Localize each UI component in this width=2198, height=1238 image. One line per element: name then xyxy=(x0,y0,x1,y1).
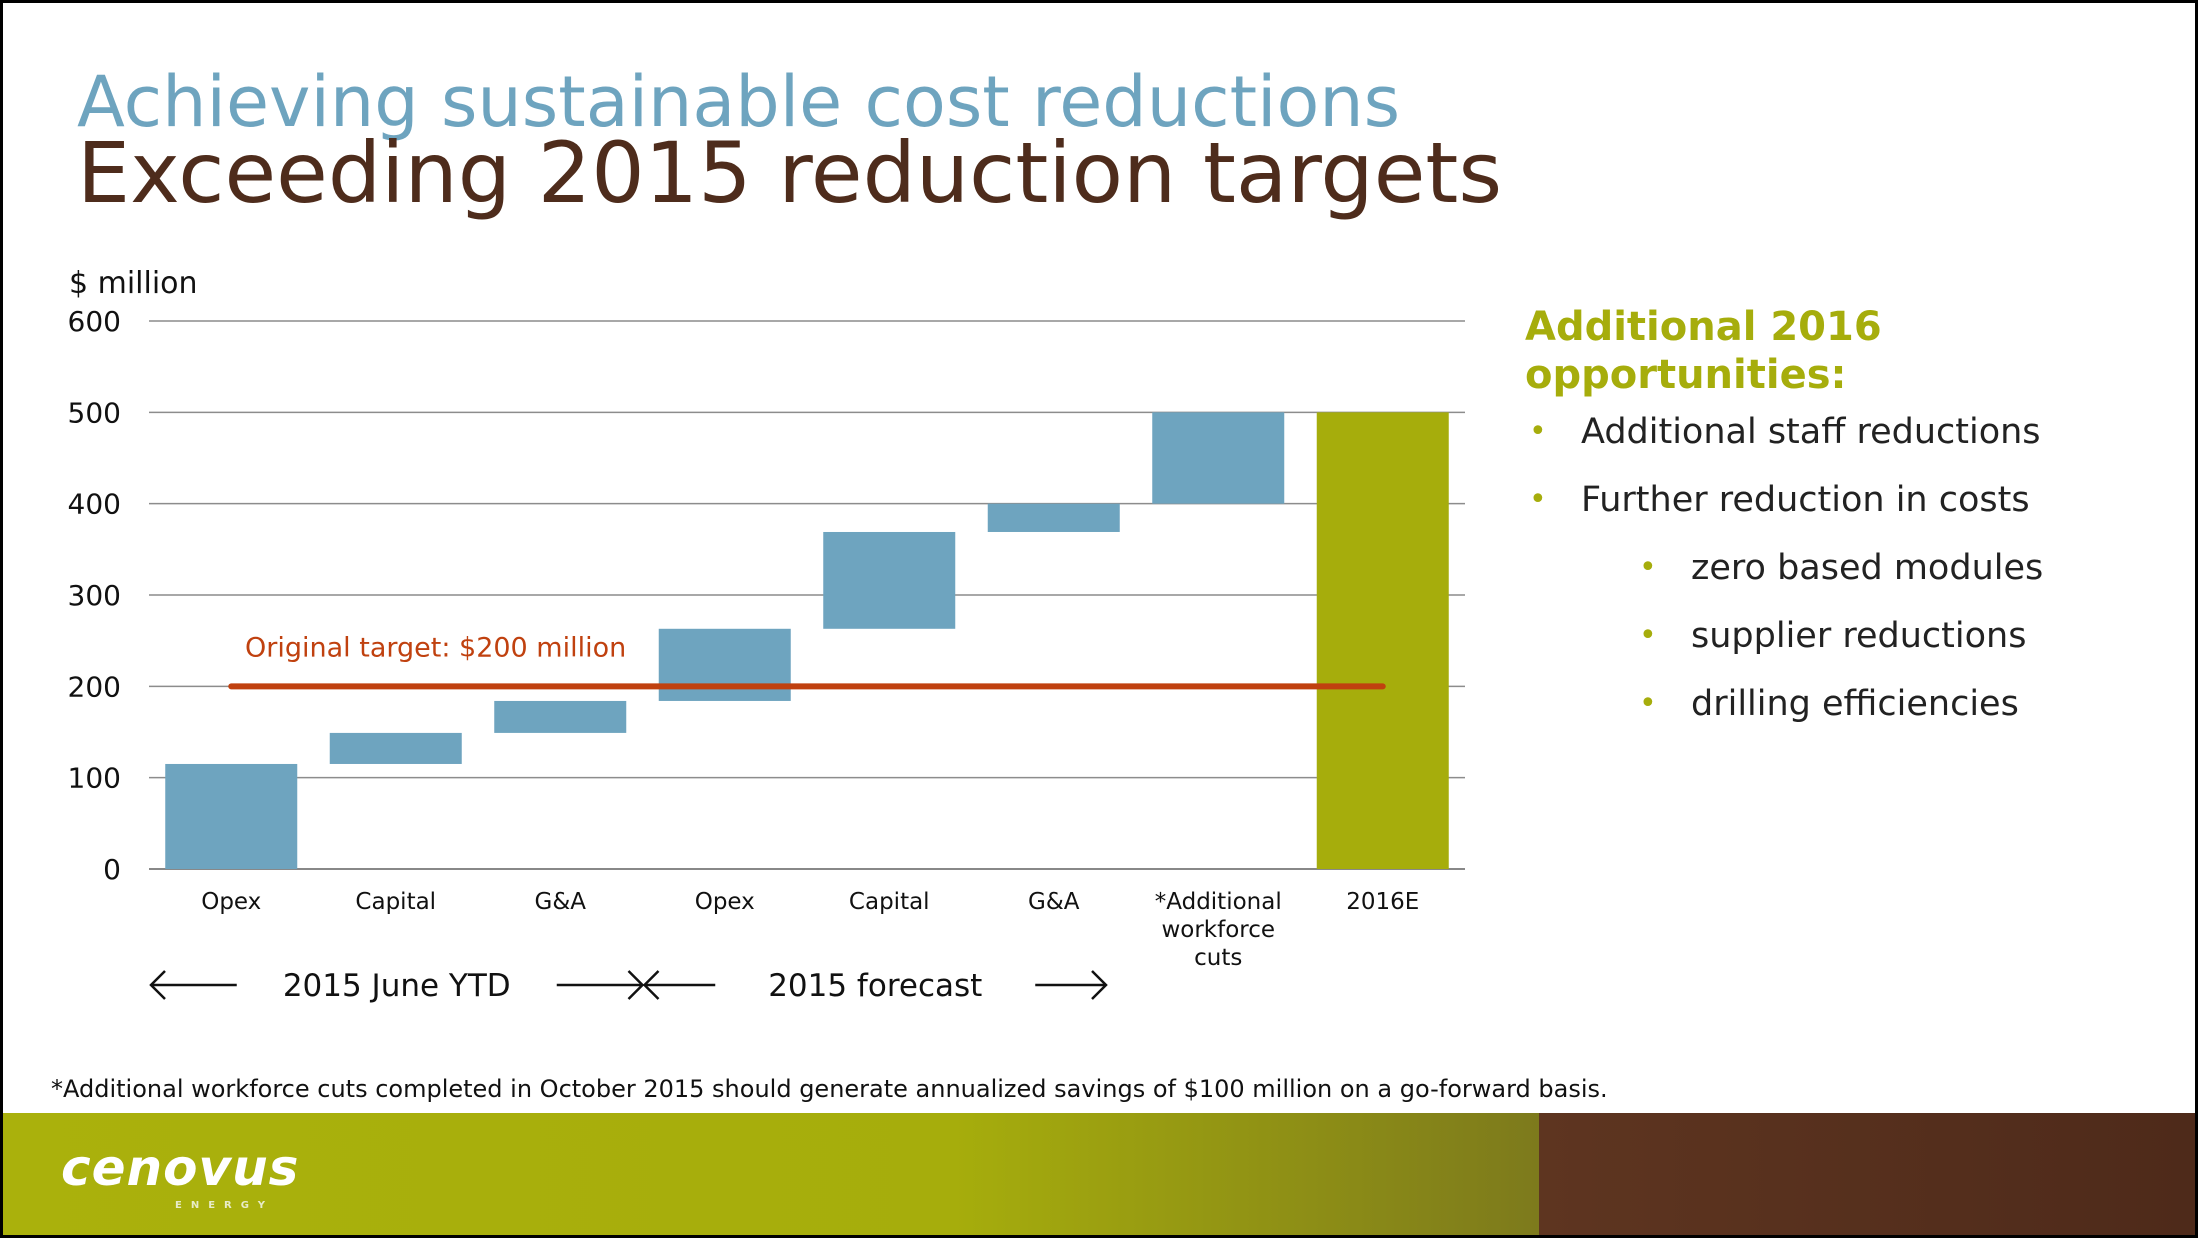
y-tick-label: 600 xyxy=(68,305,121,338)
left-arrow-icon xyxy=(642,970,660,1000)
opportunity-item-text: Further reduction in costs xyxy=(1581,480,2030,520)
y-tick-label: 400 xyxy=(68,488,121,521)
x-tick-label: *Additional xyxy=(1155,889,1282,915)
opportunities-list: • Additional staff reductions • Further red… xyxy=(1525,411,2165,725)
target-label: Original target: $200 million xyxy=(245,632,626,663)
x-tick-label: Opex xyxy=(201,889,261,915)
waterfall-bar xyxy=(1316,412,1449,869)
cenovus-logo: cenovus xyxy=(61,1139,300,1197)
waterfall-chart: $ million 0 100 200 300 400 500 600 Opex Capital G… xyxy=(68,266,1465,1004)
waterfall-bar xyxy=(987,503,1120,532)
opportunity-item: • Further reduction in costs xyxy=(1525,479,2165,521)
slide-title: Achieving sustainable cost reductions xyxy=(77,61,1401,143)
opportunity-item: • zero based modules xyxy=(1525,547,2165,589)
slide-subtitle: Exceeding 2015 reduction targets xyxy=(77,124,1503,222)
footer-band-brown xyxy=(1539,1113,2195,1235)
x-tick-label: Capital xyxy=(849,889,930,915)
waterfall-bar xyxy=(329,732,462,764)
bullet-icon: • xyxy=(1639,618,1657,653)
opportunity-item: • Additional staff reductions xyxy=(1525,411,2165,453)
opportunities-heading-line-2: opportunities: xyxy=(1525,352,1847,398)
waterfall-bar xyxy=(1152,412,1285,504)
y-tick-label: 0 xyxy=(103,853,121,886)
footnote: *Additional workforce cuts completed in … xyxy=(51,1075,1608,1103)
opportunity-item: • drilling efficiencies xyxy=(1525,683,2165,725)
opportunity-item-text: zero based modules xyxy=(1691,548,2044,588)
y-tick-label: 500 xyxy=(68,396,121,429)
group-label: 2015 June YTD xyxy=(283,968,511,1004)
x-tick-label: Capital xyxy=(355,889,436,915)
x-tick-label: Opex xyxy=(695,889,755,915)
y-tick-label: 100 xyxy=(68,762,121,795)
opportunities-heading: Additional 2016 opportunities: xyxy=(1525,303,2165,399)
opportunities-panel: Additional 2016 opportunities: • Addition… xyxy=(1525,303,2165,751)
cenovus-logo-subtext: ENERGY xyxy=(175,1200,274,1211)
opportunities-heading-line-1: Additional 2016 xyxy=(1525,304,1882,350)
x-tick-label: G&A xyxy=(1028,889,1080,915)
x-tick-label: workforce xyxy=(1161,917,1275,943)
group-label: 2015 forecast xyxy=(768,968,982,1004)
opportunity-item-text: Additional staff reductions xyxy=(1581,412,2041,452)
x-tick-label: 2016E xyxy=(1346,889,1419,915)
bullet-icon: • xyxy=(1639,550,1657,585)
x-tick-label: G&A xyxy=(535,889,587,915)
waterfall-bar xyxy=(823,531,956,629)
left-arrow-icon xyxy=(149,970,166,1000)
opportunity-item-text: supplier reductions xyxy=(1691,616,2027,656)
x-tick-label: cuts xyxy=(1194,945,1242,971)
bullet-icon: • xyxy=(1529,414,1547,449)
opportunity-item-text: drilling efficiencies xyxy=(1691,684,2019,724)
waterfall-bar xyxy=(494,700,627,733)
waterfall-bar xyxy=(165,763,298,869)
waterfall-bar xyxy=(658,628,791,701)
bullet-icon: • xyxy=(1639,686,1657,721)
bullet-icon: • xyxy=(1529,482,1547,517)
y-axis-label: $ million xyxy=(69,266,198,301)
right-arrow-icon xyxy=(627,970,645,1000)
right-arrow-icon xyxy=(1091,970,1108,1000)
y-tick-label: 200 xyxy=(68,670,121,703)
y-tick-label: 300 xyxy=(68,579,121,612)
footer-band-green xyxy=(3,1113,1539,1235)
opportunity-item: • supplier reductions xyxy=(1525,615,2165,657)
